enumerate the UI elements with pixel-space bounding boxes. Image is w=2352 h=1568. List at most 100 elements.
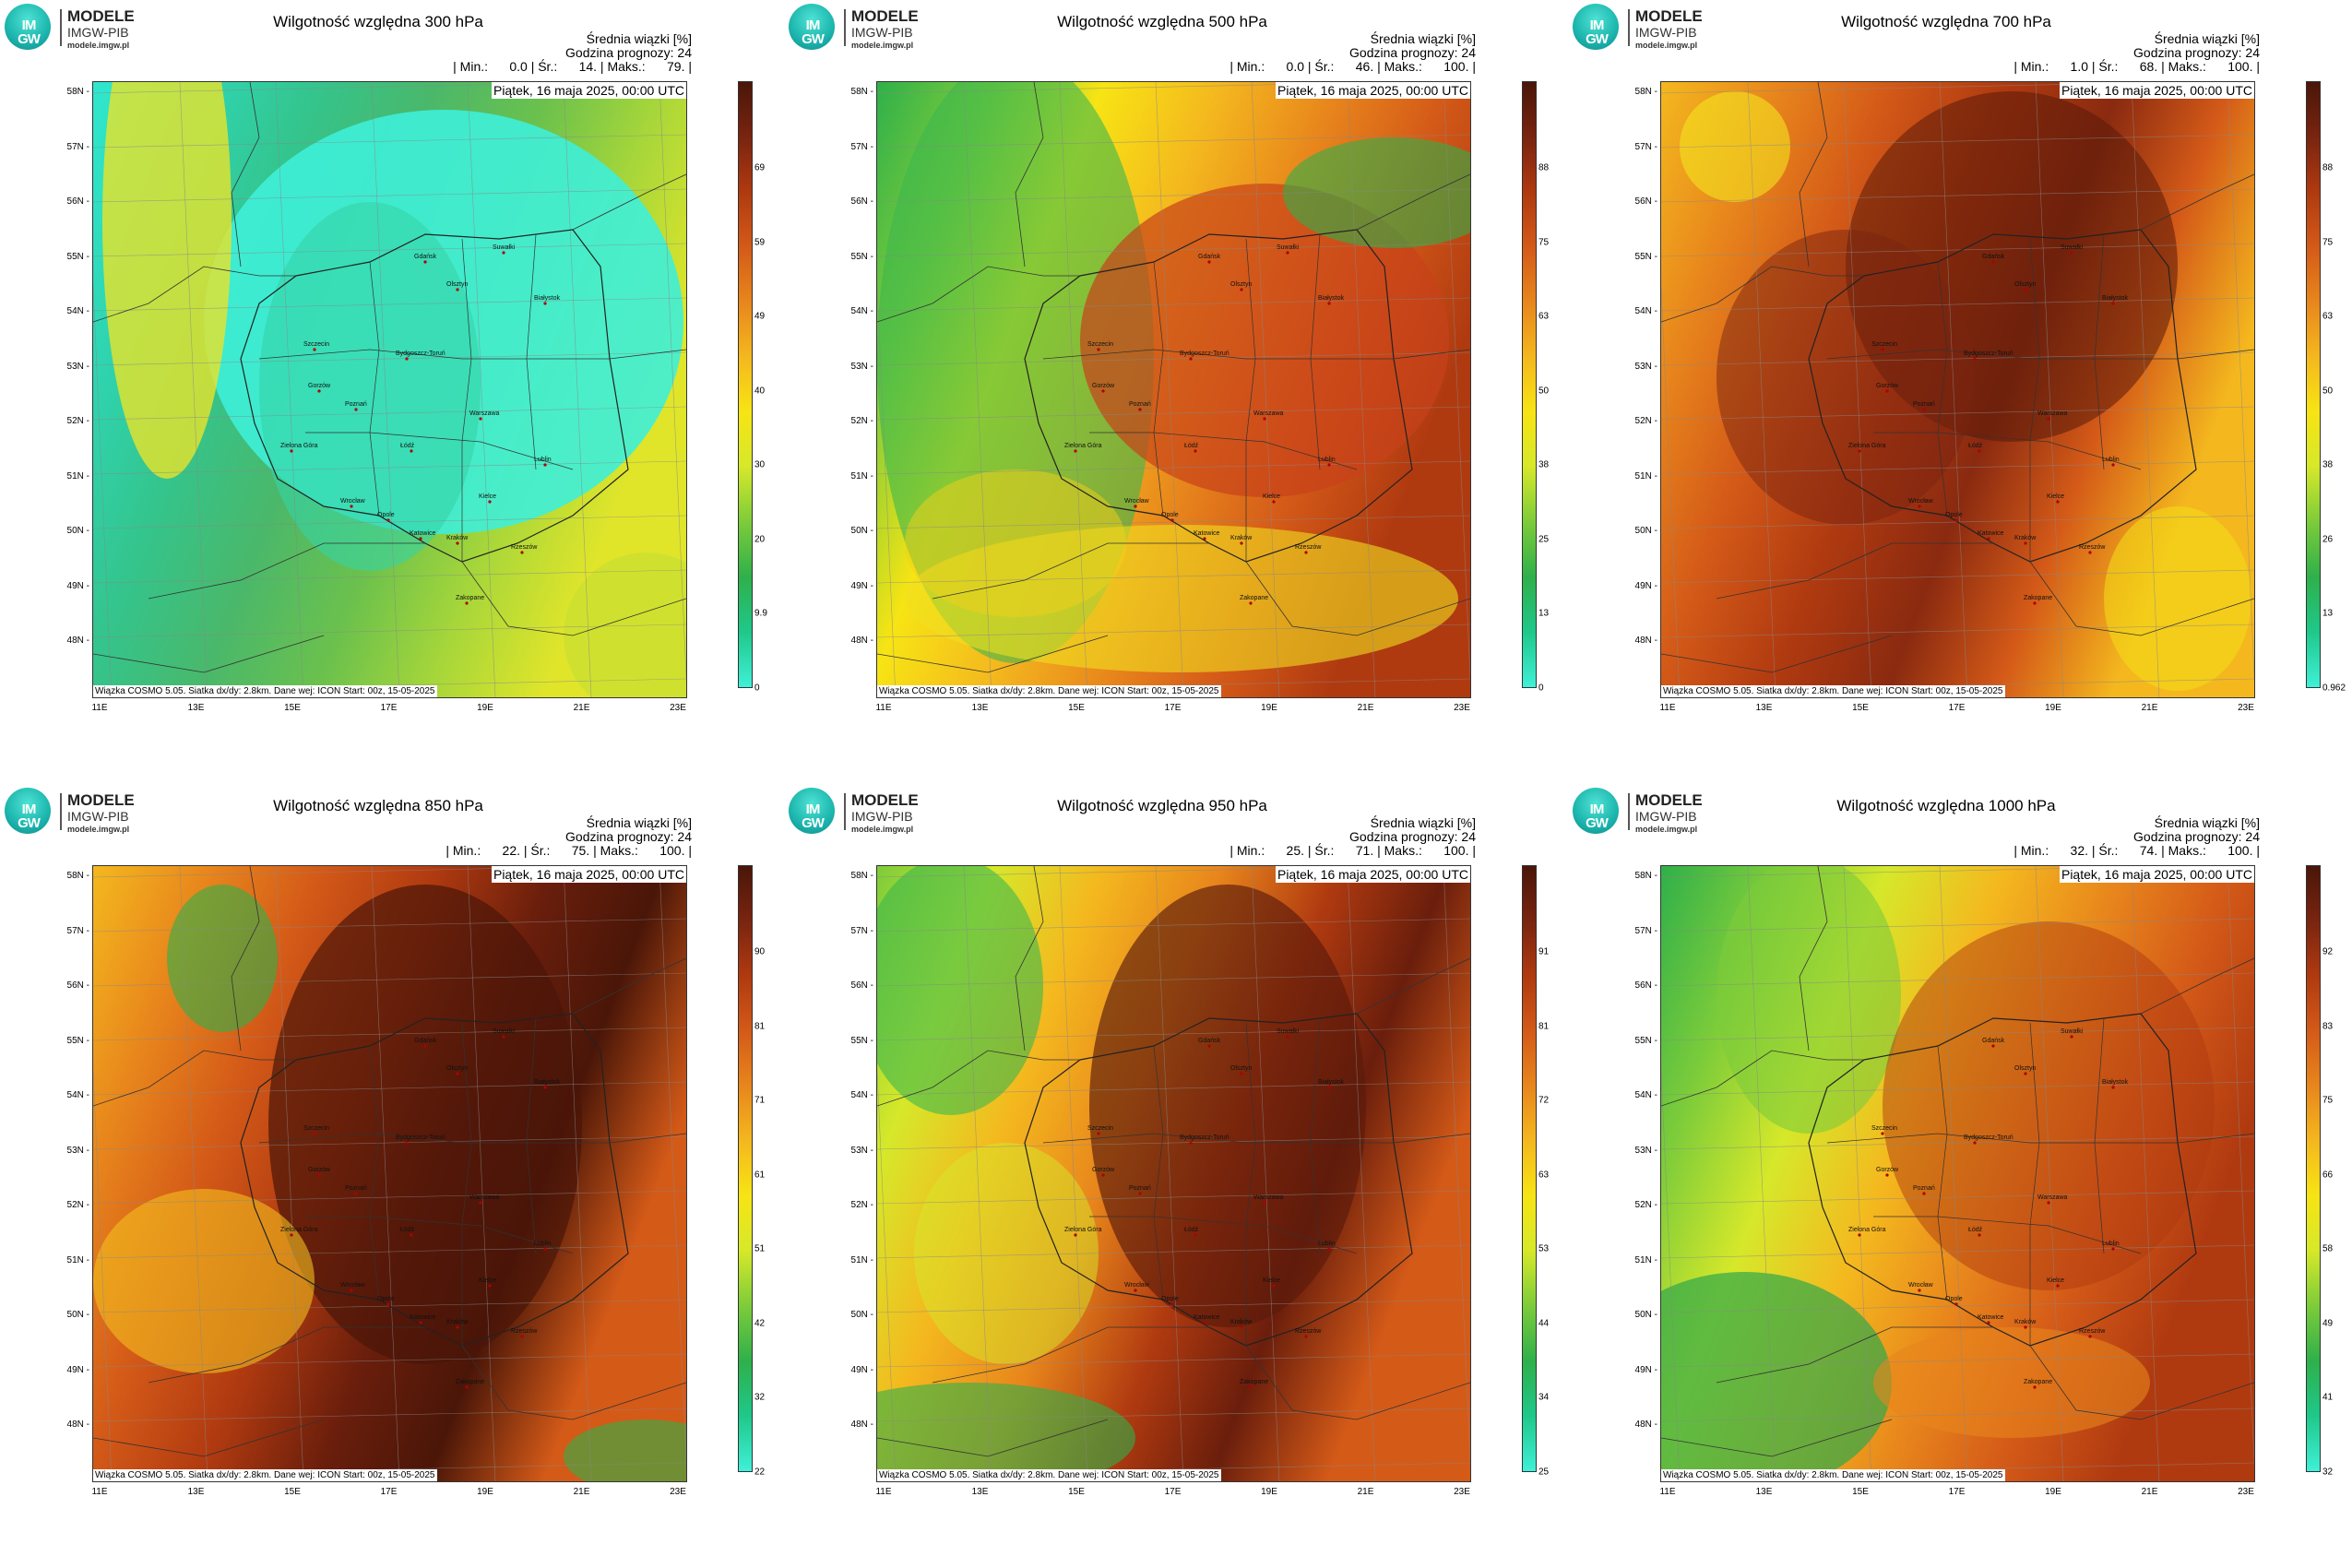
city-label: Opole bbox=[1161, 1296, 1179, 1302]
field-blob bbox=[564, 552, 686, 697]
info-header: Średnia wiązki [%] bbox=[586, 31, 692, 46]
graticule-line bbox=[1661, 1408, 2254, 1422]
color-scale bbox=[1522, 81, 1537, 688]
country-border bbox=[1799, 866, 1828, 1051]
country-border bbox=[1245, 561, 1470, 636]
latitude-label: 49N - bbox=[66, 580, 89, 591]
latitude-label: 55N - bbox=[66, 251, 89, 262]
latitude-label: 52N - bbox=[850, 416, 873, 426]
city-marker bbox=[1881, 348, 1884, 351]
map-panel: IM GW MODELE IMGW-PIB modele.imgw.pl Wilgotn… bbox=[0, 0, 784, 784]
humidity-map: Gdańsk Olsztyn Suwałki Białystok Szczecin Byd… bbox=[1660, 865, 2255, 1482]
city-label: Szczecin bbox=[1087, 341, 1113, 348]
city-marker bbox=[488, 1284, 492, 1288]
city-label: Olsztyn bbox=[1230, 1065, 1252, 1072]
city-marker bbox=[423, 260, 427, 264]
region-border bbox=[1042, 1133, 1394, 1144]
color-scale bbox=[2306, 865, 2321, 1472]
city-marker bbox=[1286, 1035, 1289, 1039]
graticule-line bbox=[93, 1081, 686, 1096]
city-marker bbox=[2070, 251, 2073, 255]
city-marker bbox=[479, 417, 482, 421]
color-scale-tick: 63 bbox=[1538, 1170, 1550, 1180]
latitude-label: 57N - bbox=[66, 141, 89, 152]
city-label: Suwałki bbox=[493, 244, 516, 251]
city-label: Białystok bbox=[2102, 1079, 2129, 1086]
city-marker bbox=[1858, 1233, 1861, 1237]
field-blob bbox=[877, 1383, 1135, 1481]
city-label: Kielce bbox=[1263, 493, 1280, 500]
graticule-line bbox=[1251, 866, 1280, 1481]
city-label: Gdańsk bbox=[414, 254, 437, 260]
region-border bbox=[258, 349, 610, 360]
poland-border bbox=[240, 229, 629, 563]
longitude-axis: 11E 13E 15E 17E 19E 21E 23E bbox=[1659, 1487, 2255, 1500]
city-label: Zakopane bbox=[2024, 1379, 2052, 1385]
latitude-label: 50N - bbox=[66, 526, 89, 536]
city-marker bbox=[543, 463, 547, 467]
city-label: Gorzów bbox=[1876, 383, 1899, 389]
city-label: Lublin bbox=[534, 1241, 552, 1247]
humidity-map: Gdańsk Olsztyn Suwałki Białystok Szczecin Byd… bbox=[876, 865, 1471, 1482]
region-border bbox=[369, 261, 380, 517]
longitude-axis: 11E 13E 15E 17E 19E 21E 23E bbox=[91, 1487, 687, 1500]
city-label: Poznań bbox=[1129, 401, 1151, 408]
longitude-label: 15E bbox=[284, 1487, 301, 1497]
color-scale-labels: 69 59 49 40 30 20 9.9 0 bbox=[754, 81, 782, 694]
field-blob bbox=[564, 1420, 686, 1481]
city-label: Bydgoszcz-Toruń bbox=[396, 1134, 445, 1141]
field-svg: Gdańsk Olsztyn Suwałki Białystok Szczecin Byd… bbox=[877, 866, 1470, 1481]
country-border bbox=[877, 635, 1109, 673]
city-marker bbox=[1304, 551, 1308, 554]
color-scale-tick: 91 bbox=[1538, 946, 1550, 957]
city-label: Poznań bbox=[1129, 1185, 1151, 1192]
city-label: Gorzów bbox=[1092, 1167, 1115, 1173]
city-marker bbox=[2024, 541, 2027, 545]
country-border bbox=[1799, 82, 1828, 267]
graticule-line bbox=[877, 624, 1470, 638]
longitude-label: 19E bbox=[477, 703, 493, 713]
city-label: Gorzów bbox=[1876, 1167, 1899, 1173]
country-border bbox=[877, 1419, 1109, 1457]
color-scale-tick: 13 bbox=[1538, 608, 1550, 619]
latitude-label: 54N - bbox=[850, 306, 873, 316]
city-marker bbox=[1858, 449, 1861, 453]
city-label: Lublin bbox=[2102, 457, 2120, 463]
city-marker bbox=[410, 1233, 413, 1237]
imgw-logo: IM GW MODELE IMGW-PIB modele.imgw.pl bbox=[789, 788, 927, 834]
humidity-map: Gdańsk Olsztyn Suwałki Białystok Szczecin Byd… bbox=[92, 865, 687, 1482]
city-marker bbox=[1263, 417, 1266, 421]
city-marker bbox=[317, 389, 321, 393]
longitude-label: 21E bbox=[573, 703, 590, 713]
city-label: Katowice bbox=[410, 530, 436, 537]
color-scale-tick: 30 bbox=[754, 459, 766, 470]
city-label: Białystok bbox=[534, 1079, 561, 1086]
city-marker bbox=[1170, 518, 1174, 522]
country-border bbox=[2177, 349, 2254, 360]
field-blob bbox=[1080, 184, 1449, 497]
city-label: Rzeszów bbox=[511, 1328, 538, 1335]
latitude-label: 54N - bbox=[66, 1090, 89, 1100]
city-label: Warszawa bbox=[1253, 1194, 1284, 1201]
city-label: Kraków bbox=[1230, 535, 1253, 541]
city-label: Zakopane bbox=[456, 1379, 484, 1385]
logo-divider bbox=[60, 9, 62, 46]
longitude-label: 11E bbox=[91, 1487, 108, 1497]
latitude-label: 49N - bbox=[66, 1364, 89, 1375]
field-svg: Gdańsk Olsztyn Suwałki Białystok Szczecin Byd… bbox=[93, 82, 686, 697]
longitude-label: 11E bbox=[91, 703, 108, 713]
latitude-label: 50N - bbox=[1634, 1310, 1657, 1320]
latitude-axis: 58N - 57N - 56N - 55N - 54N - 53N - 52N - 51N -… bbox=[51, 81, 89, 696]
color-scale-tick: 51 bbox=[754, 1243, 766, 1254]
city-marker bbox=[2111, 1247, 2115, 1251]
city-label: Warszawa bbox=[469, 1194, 500, 1201]
latitude-label: 50N - bbox=[66, 1310, 89, 1320]
longitude-label: 13E bbox=[187, 1487, 205, 1497]
info-header: Średnia wiązki [%] bbox=[1370, 815, 1476, 830]
imgw-logo: IM GW MODELE IMGW-PIB modele.imgw.pl bbox=[5, 788, 143, 834]
city-marker bbox=[502, 251, 505, 255]
imgw-logo: IM GW MODELE IMGW-PIB modele.imgw.pl bbox=[1573, 788, 1711, 834]
longitude-label: 17E bbox=[380, 703, 398, 713]
graticule-line bbox=[93, 351, 686, 366]
city-marker bbox=[1134, 505, 1137, 508]
